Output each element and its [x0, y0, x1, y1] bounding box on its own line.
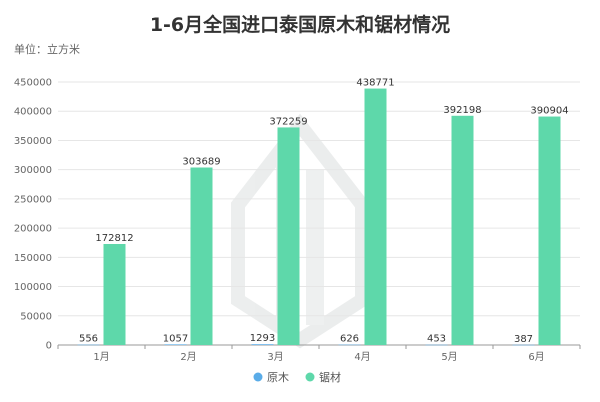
- y-tick-label: 100000: [14, 282, 52, 293]
- legend-marker[interactable]: [305, 372, 315, 382]
- y-tick-label: 400000: [14, 107, 52, 118]
- watermark-logo: [231, 113, 369, 349]
- bar-原木[interactable]: [512, 344, 535, 346]
- bar-锯材[interactable]: [103, 244, 126, 345]
- data-label: 1293: [250, 333, 275, 344]
- y-tick-label: 350000: [14, 136, 52, 147]
- bar-锯材[interactable]: [364, 88, 387, 345]
- x-tick-label: 1月: [93, 351, 109, 363]
- y-tick-label: 0: [46, 341, 52, 352]
- data-label: 438771: [356, 78, 394, 89]
- bars: [77, 88, 561, 346]
- data-label: 626: [340, 334, 359, 345]
- legend-marker[interactable]: [253, 372, 263, 382]
- y-tick-label: 150000: [14, 253, 52, 264]
- bar-锯材[interactable]: [451, 115, 474, 345]
- data-label: 453: [427, 334, 446, 345]
- data-label: 387: [514, 334, 533, 345]
- data-label: 372259: [269, 116, 307, 127]
- x-tick-label: 3月: [267, 351, 283, 363]
- bar-原木[interactable]: [251, 344, 274, 345]
- data-label: 392198: [443, 105, 481, 116]
- bar-锯材[interactable]: [538, 116, 561, 345]
- data-label: 556: [79, 334, 98, 345]
- data-label: 303689: [182, 157, 220, 168]
- bar-原木[interactable]: [164, 344, 187, 345]
- bar-锯材[interactable]: [190, 167, 213, 345]
- unit-label: 单位：立方米: [14, 43, 80, 56]
- data-label: 390904: [530, 106, 568, 117]
- legend-label[interactable]: 锯材: [319, 370, 341, 384]
- bar-原木[interactable]: [425, 344, 448, 346]
- legend[interactable]: 原木 锯材: [253, 370, 342, 384]
- x-tick-label: 2月: [180, 351, 196, 363]
- x-tick-label: 6月: [528, 351, 544, 363]
- axes: 0 50000 100000 150000 200000 250000 300000 3500…: [14, 78, 581, 363]
- data-label: 172812: [95, 233, 133, 244]
- bar-锯材[interactable]: [277, 127, 300, 345]
- bar-原木[interactable]: [77, 344, 100, 346]
- y-tick-label: 450000: [14, 78, 52, 89]
- bar-原木[interactable]: [338, 344, 361, 346]
- data-labels: 556 172812 1057 303689 1293 372259 626 438771 45…: [79, 78, 569, 345]
- y-tick-label: 250000: [14, 194, 52, 205]
- legend-label[interactable]: 原木: [267, 371, 289, 384]
- chart-title: 1-6月全国进口泰国原木和锯材情况: [149, 14, 451, 36]
- data-label: 1057: [163, 333, 188, 344]
- y-tick-label: 200000: [14, 224, 52, 235]
- x-tick-label: 4月: [354, 351, 370, 363]
- y-tick-label: 300000: [14, 165, 52, 176]
- y-tick-label: 50000: [20, 311, 52, 322]
- x-tick-label: 5月: [441, 351, 457, 363]
